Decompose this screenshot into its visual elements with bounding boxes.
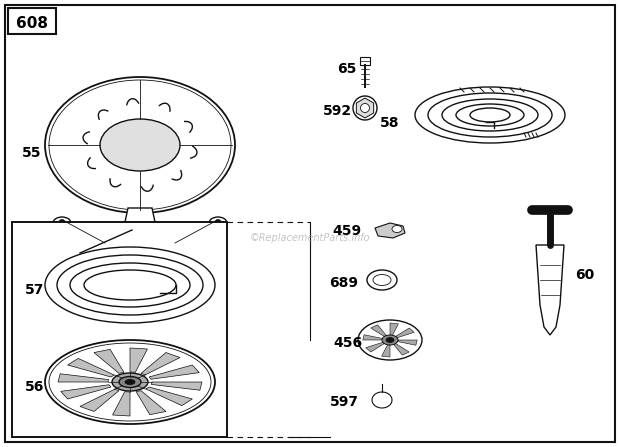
Polygon shape: [141, 353, 180, 375]
Text: 689: 689: [329, 276, 358, 290]
Polygon shape: [356, 98, 374, 118]
Ellipse shape: [367, 270, 397, 290]
Circle shape: [215, 219, 221, 227]
Ellipse shape: [49, 343, 211, 421]
Ellipse shape: [386, 337, 394, 342]
Polygon shape: [372, 392, 392, 408]
Ellipse shape: [209, 217, 227, 229]
Text: ©ReplacementParts.info: ©ReplacementParts.info: [250, 233, 370, 243]
Circle shape: [360, 104, 370, 113]
Polygon shape: [381, 345, 390, 357]
Text: 56: 56: [25, 380, 45, 394]
Ellipse shape: [119, 376, 141, 388]
Ellipse shape: [382, 335, 398, 345]
Circle shape: [353, 96, 377, 120]
Polygon shape: [375, 223, 405, 238]
Polygon shape: [371, 325, 386, 337]
Text: 459: 459: [332, 224, 361, 238]
Text: 60: 60: [575, 268, 594, 282]
Text: 57: 57: [25, 283, 45, 297]
Polygon shape: [390, 323, 399, 335]
Ellipse shape: [112, 373, 148, 391]
Polygon shape: [363, 335, 383, 340]
Ellipse shape: [49, 80, 231, 210]
Ellipse shape: [53, 217, 71, 229]
Circle shape: [58, 219, 66, 227]
Ellipse shape: [125, 380, 135, 384]
Polygon shape: [61, 385, 111, 399]
Polygon shape: [113, 392, 130, 416]
Text: 608: 608: [16, 17, 48, 31]
Ellipse shape: [373, 274, 391, 286]
Text: 597: 597: [329, 395, 358, 409]
Ellipse shape: [392, 225, 402, 232]
Bar: [360, 57, 370, 65]
Polygon shape: [80, 389, 119, 411]
Ellipse shape: [45, 77, 235, 213]
Polygon shape: [397, 340, 417, 345]
Polygon shape: [394, 344, 409, 355]
Polygon shape: [58, 374, 108, 382]
Bar: [8, 8, 56, 34]
Circle shape: [138, 225, 143, 231]
Text: 65: 65: [337, 62, 356, 76]
Text: 55: 55: [22, 146, 42, 160]
Ellipse shape: [100, 119, 180, 171]
Polygon shape: [396, 328, 414, 338]
Polygon shape: [146, 387, 192, 405]
Ellipse shape: [45, 340, 215, 424]
Circle shape: [134, 222, 146, 234]
Text: 456: 456: [334, 336, 363, 350]
Polygon shape: [366, 342, 384, 352]
Polygon shape: [94, 349, 124, 373]
Polygon shape: [536, 245, 564, 335]
Bar: [12, 222, 227, 437]
Polygon shape: [68, 358, 114, 377]
Polygon shape: [136, 391, 166, 415]
Polygon shape: [130, 348, 148, 372]
Ellipse shape: [358, 320, 422, 360]
Text: 58: 58: [380, 116, 400, 130]
Polygon shape: [151, 382, 202, 390]
Text: 592: 592: [322, 104, 352, 118]
Polygon shape: [149, 365, 199, 379]
Polygon shape: [110, 208, 170, 246]
